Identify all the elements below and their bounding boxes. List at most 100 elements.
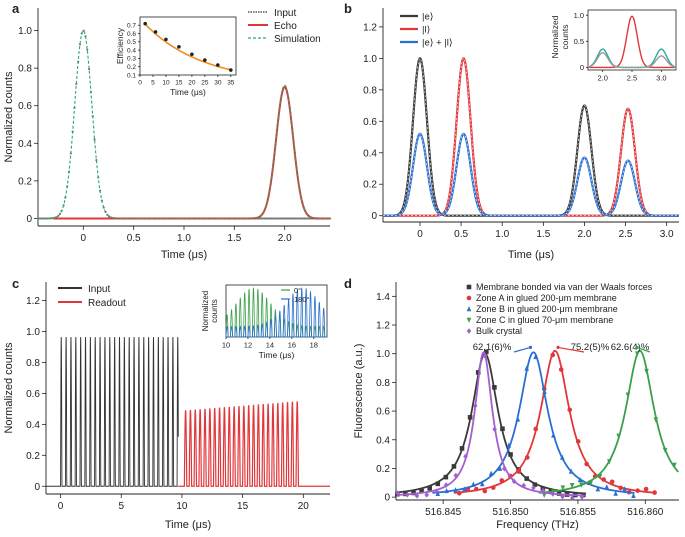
inset-point [177,45,181,49]
x-axis-label: Frequency (THz) [496,519,579,531]
annotation-label: 75.2(5)% [571,342,610,353]
input-point [268,217,271,220]
y-tick-label: 0.8 [18,64,32,75]
y-axis-label: Normalized counts [3,71,15,163]
input-point [277,217,280,220]
data-point [550,352,556,358]
input-point [285,217,288,220]
data-point [492,426,497,433]
input-point [279,217,282,220]
x-tick-label: 516.845 [425,507,462,518]
inset-point [229,68,233,72]
x-tick-label: 0 [81,233,87,244]
data-point [427,485,432,491]
input-point [281,217,284,220]
y-tick-label: 0.2 [127,64,136,71]
inset-normalized: 2.0 2.5 3.0 0 0.5 1.0 Normalizedcounts [550,9,677,83]
data-point [405,491,410,498]
input-point [86,48,89,51]
inset-y-label: Normalizedcounts [550,15,570,58]
input-point [263,217,266,220]
x-tick-label: 35 [227,80,235,87]
x-tick-label: 2.0 [278,233,292,244]
y-tick-label: 1.0 [376,349,390,360]
input-point [272,217,275,220]
data-point [631,492,636,498]
data-point [471,481,476,487]
y-tick-label: 0 [580,63,584,72]
annotation-arrow [636,346,651,353]
inset-y-label: Efficiency [115,27,125,64]
simulation-overlay [383,133,679,217]
legend-label: Zone C in glued 70-μm membrane [476,315,613,325]
x-tick-label: 1.0 [495,229,509,240]
panel-d: d 516.845 516.850 516.855 516.860 0 0.2 0.4 0.6 0… [344,276,679,531]
legend-label-simulation: Simulation [274,34,321,45]
data-point [531,484,536,491]
input-point [297,217,301,220]
input-point [301,217,304,220]
y-tick-label: 0.6 [18,101,32,112]
input-point [265,217,268,220]
plot-frame [139,16,237,76]
x-tick-label: 1.5 [227,233,241,244]
inset-series-line [587,52,677,69]
y-tick-label: 0.8 [363,85,377,96]
x-tick-label: 20 [298,501,310,512]
inset-point [190,52,194,57]
data-point [488,470,494,476]
x-tick-label: 15 [175,80,183,87]
data-point [500,426,505,432]
data-point [595,486,601,492]
data-point [490,485,496,490]
legend-label: |l⟩ [422,25,430,36]
data-point [524,476,530,481]
data-point [443,474,449,480]
data-point [672,462,677,468]
y-tick-label: 0.2 [18,176,32,187]
data-point [542,388,547,394]
legend-label-input: Input [274,8,296,19]
input-point [303,217,306,220]
y-tick-label: 0.1 [127,72,136,79]
panel-a: a 0 0.5 1.0 1.5 2.0 0 0.2 0.4 0.6 0.8 1.0 Time (μs) N… [3,1,332,261]
legend-label: Zone A in glued 200-μm membrane [476,293,617,303]
input-point [93,138,96,141]
x-tick-label: 1.0 [177,233,191,244]
data-point [551,432,556,438]
data-point [662,447,668,454]
x-axis-label: Time (μs) [161,249,207,261]
y-tick-label: 0.2 [26,451,40,462]
data-point [497,465,503,471]
y-tick-label: 0 [26,214,32,225]
input-point [283,217,286,220]
data-point [604,484,610,490]
data-point [474,486,479,492]
y-tick-label: 1.0 [26,327,40,338]
data-point [453,472,459,479]
data-point [533,426,539,432]
data-point [579,482,584,488]
legend: |e⟩ |l⟩ |e⟩ + |l⟩ [400,12,453,49]
data-point [569,483,575,489]
data-point [532,482,538,487]
data-point [508,452,513,457]
y-tick-label: 0.6 [26,389,40,400]
data-point [597,473,603,480]
data-point [588,480,594,486]
data-point [551,489,556,495]
y-tick-label: 0 [34,482,40,493]
data-point [479,481,485,487]
data-point [584,461,589,467]
x-tick-label: 2.0 [597,74,607,83]
inset-y-label: Normalizedcounts [201,291,219,331]
annotation-label: 62.1(6)% [473,342,512,353]
data-point [466,306,472,312]
data-point [601,477,606,482]
input-point [274,217,277,220]
data-point [577,476,583,483]
inset-efficiency: 0 5 10 15 20 25 30 35 0.10.20.3 0.40.50.60.7 Time … [115,16,237,97]
data-point [466,284,472,290]
input-point [307,217,310,220]
x-tick-label: 1.5 [536,229,550,240]
